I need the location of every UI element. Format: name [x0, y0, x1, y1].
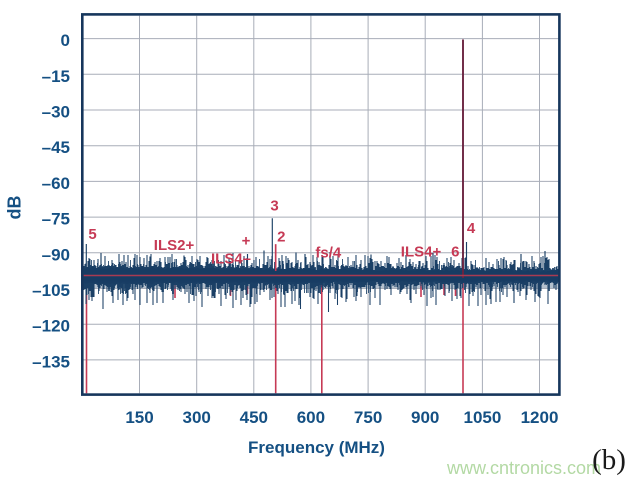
svg-text:–90: –90: [42, 245, 70, 264]
svg-text:750: 750: [354, 408, 382, 427]
svg-text:900: 900: [411, 408, 439, 427]
svg-text:–30: –30: [42, 103, 70, 122]
svg-text:–105: –105: [32, 281, 70, 300]
svg-text:6: 6: [451, 244, 459, 261]
svg-text:–120: –120: [32, 317, 70, 336]
svg-text:150: 150: [125, 408, 153, 427]
svg-text:(b): (b): [592, 444, 626, 476]
svg-text:+: +: [242, 233, 251, 250]
svg-text:–135: –135: [32, 352, 70, 371]
svg-text:1200: 1200: [521, 408, 559, 427]
svg-text:4: 4: [467, 220, 476, 237]
svg-text:450: 450: [240, 408, 268, 427]
svg-text:ILS2+: ILS2+: [154, 237, 195, 254]
svg-text:600: 600: [297, 408, 325, 427]
svg-text:300: 300: [183, 408, 211, 427]
svg-text:Frequency (MHz): Frequency (MHz): [248, 438, 385, 457]
svg-text:–45: –45: [42, 138, 70, 157]
svg-text:3: 3: [270, 198, 278, 215]
svg-text:5: 5: [88, 226, 96, 243]
svg-text:ILS4+: ILS4+: [401, 244, 442, 261]
svg-text:0: 0: [61, 31, 70, 50]
svg-text:1050: 1050: [463, 408, 501, 427]
svg-text:–15: –15: [42, 67, 70, 86]
svg-text:ILS4–: ILS4–: [211, 251, 251, 268]
svg-text:–60: –60: [42, 174, 70, 193]
svg-text:fs/4: fs/4: [315, 245, 342, 262]
svg-text:–75: –75: [42, 210, 70, 229]
svg-text:dB: dB: [5, 196, 25, 220]
svg-text:2: 2: [277, 229, 285, 246]
svg-text:www.cntronics.com: www.cntronics.com: [446, 458, 601, 478]
